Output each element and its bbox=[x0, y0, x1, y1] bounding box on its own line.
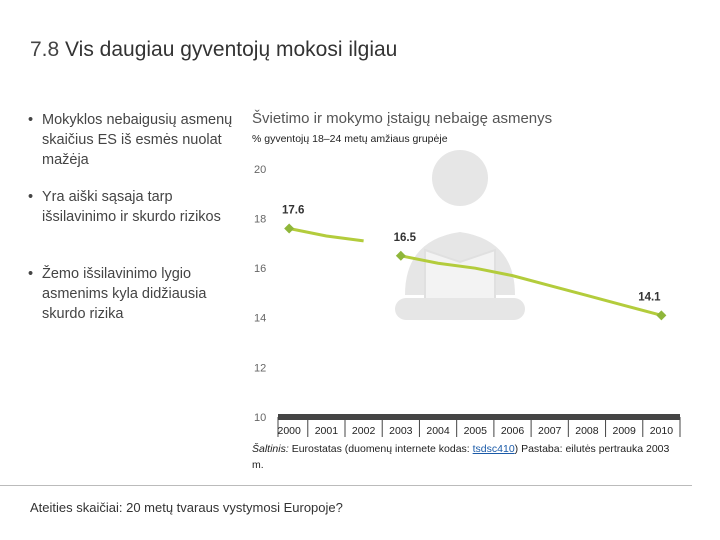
chart: 10 12 14 16 18 20 2000 2001 2002 2003 2004 2005 2006… bbox=[254, 150, 681, 437]
source-link[interactable]: tsdsc410 bbox=[472, 443, 515, 455]
y-tick-label: 12 bbox=[254, 362, 266, 374]
chart-subtitle: % gyventojų 18–24 metų amžiaus grupėje bbox=[252, 133, 448, 145]
marker bbox=[395, 250, 406, 261]
x-axis-band bbox=[278, 414, 680, 420]
slide-title: 7.8 Vis daugiau gyventojų mokosi ilgiau bbox=[30, 38, 397, 62]
y-tick-label: 14 bbox=[254, 313, 266, 325]
footer: Ateities skaičiai: 20 metų tvaraus vysty… bbox=[30, 500, 343, 515]
marker bbox=[284, 223, 295, 234]
data-line bbox=[400, 254, 662, 317]
source-text: Eurostatas (duomenų internete kodas: bbox=[291, 443, 470, 455]
x-tick-label: 2004 bbox=[426, 425, 450, 437]
x-tick-label: 2002 bbox=[352, 425, 376, 437]
data-label: 16.5 bbox=[394, 232, 417, 244]
x-tick-label: 2010 bbox=[650, 425, 674, 437]
y-tick-label: 10 bbox=[254, 412, 266, 424]
data-label: 14.1 bbox=[638, 291, 661, 303]
y-tick-label: 18 bbox=[254, 214, 266, 226]
x-tick-label: 2006 bbox=[501, 425, 525, 437]
bullet: Žemo išsilavinimo lygio asmenims kyla di… bbox=[28, 264, 242, 324]
source-note: Šaltinis: Eurostatas (duomenų internete … bbox=[252, 441, 682, 473]
x-tick-label: 2008 bbox=[575, 425, 599, 437]
bullet: Yra aiški sąsaja tarp išsilavinimo ir sk… bbox=[28, 187, 242, 227]
source-label: Šaltinis: bbox=[252, 443, 289, 455]
data-label: 17.6 bbox=[282, 205, 304, 217]
data-line bbox=[288, 227, 364, 243]
y-tick-label: 16 bbox=[254, 263, 266, 275]
y-tick-label: 20 bbox=[254, 164, 266, 176]
footer-rule bbox=[0, 485, 692, 486]
x-tick-label: 2000 bbox=[277, 425, 301, 437]
x-tick-label: 2005 bbox=[464, 425, 488, 437]
title-number: 7.8 bbox=[30, 38, 60, 61]
x-tick-label: 2009 bbox=[612, 425, 636, 437]
source-note-text: ) Pastaba: eilutės pertrauka 2003 m. bbox=[252, 443, 670, 471]
bullet: Mokyklos nebaigusių asmenų skaičius ES i… bbox=[28, 110, 242, 170]
title-text: Vis daugiau gyventojų mokosi ilgiau bbox=[65, 38, 398, 61]
chart-title: Švietimo ir mokymo įstaigų nebaigę asmen… bbox=[252, 110, 553, 127]
x-tick-label: 2001 bbox=[315, 425, 339, 437]
x-tick-label: 2007 bbox=[538, 425, 562, 437]
x-tick-label: 2003 bbox=[389, 425, 413, 437]
marker bbox=[656, 310, 667, 321]
reader-icon bbox=[395, 150, 525, 320]
